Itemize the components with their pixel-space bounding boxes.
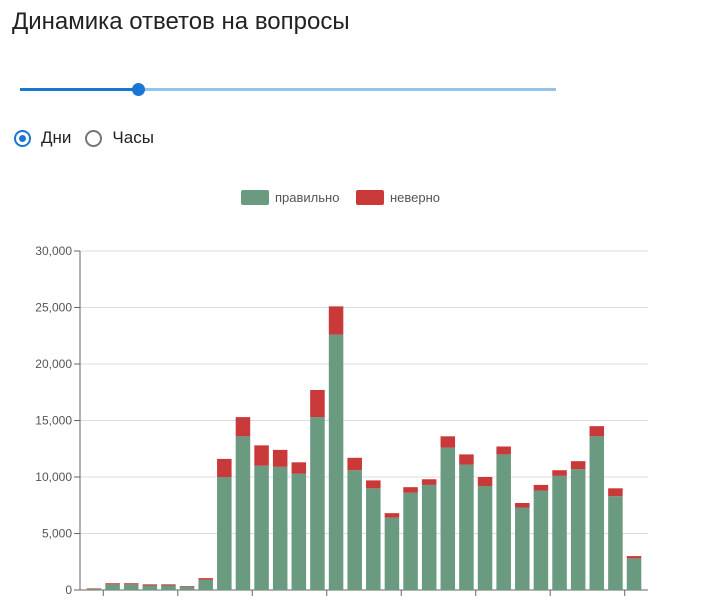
bar-correct xyxy=(608,496,623,590)
granularity-radio-group: Дни Часы xyxy=(14,128,168,148)
bar-incorrect xyxy=(570,461,586,470)
bar-incorrect xyxy=(291,462,307,474)
bar-incorrect xyxy=(235,417,251,437)
bar-incorrect xyxy=(254,445,269,466)
radio-hours-circle[interactable] xyxy=(85,129,103,147)
slider-track-fill xyxy=(20,88,138,91)
bar-incorrect xyxy=(142,584,158,586)
bar-incorrect xyxy=(552,470,567,476)
legend-label-2: неверно xyxy=(390,190,440,205)
bar-incorrect xyxy=(533,484,549,491)
bar-incorrect xyxy=(366,480,381,489)
radio-days-label: Дни xyxy=(41,128,72,147)
slider-rail[interactable] xyxy=(20,88,556,91)
bar-correct xyxy=(86,588,102,590)
y-tick-label: 30,000 xyxy=(35,244,72,258)
bar-correct xyxy=(366,488,381,590)
legend-swatch-2 xyxy=(356,190,384,205)
bar-incorrect xyxy=(86,588,102,589)
bar-correct xyxy=(347,470,362,590)
y-tick-label: 20,000 xyxy=(35,357,72,371)
y-tick-label: 5,000 xyxy=(42,527,72,541)
bar-correct xyxy=(123,584,139,590)
bar-incorrect xyxy=(440,436,456,448)
y-tick-label: 10,000 xyxy=(35,470,72,484)
bar-correct xyxy=(626,558,642,590)
radio-days-circle[interactable] xyxy=(14,129,31,147)
legend-swatch-1 xyxy=(241,190,269,205)
bar-correct xyxy=(217,477,232,590)
bar-correct xyxy=(440,447,456,590)
bar-incorrect xyxy=(198,578,213,580)
bar-incorrect xyxy=(347,457,362,471)
bar-incorrect xyxy=(459,454,474,465)
bar-incorrect xyxy=(123,583,139,585)
bar-incorrect xyxy=(105,583,120,585)
bar-incorrect xyxy=(589,426,605,437)
radio-hours[interactable]: Часы xyxy=(85,128,154,148)
bar-incorrect xyxy=(515,502,530,508)
bar-correct xyxy=(328,334,344,590)
bar-correct xyxy=(421,484,437,590)
bar-incorrect xyxy=(217,458,232,477)
bar-correct xyxy=(477,486,493,590)
radio-days[interactable]: Дни xyxy=(14,128,71,148)
bar-incorrect xyxy=(496,446,511,455)
legend-label-1: правильно xyxy=(275,190,339,205)
bar-correct xyxy=(291,473,307,590)
bar-incorrect xyxy=(328,306,344,335)
bar-incorrect xyxy=(626,556,642,559)
bar-incorrect xyxy=(310,389,325,418)
bar-correct xyxy=(403,492,418,590)
bar-correct xyxy=(235,436,251,590)
bar-correct xyxy=(142,585,158,590)
bar-correct xyxy=(272,466,288,590)
bar-correct xyxy=(105,584,120,590)
bar-correct xyxy=(589,436,605,590)
bar-correct xyxy=(570,469,586,590)
bar-correct xyxy=(384,517,400,590)
bar-incorrect xyxy=(608,488,623,497)
bar-incorrect xyxy=(421,479,437,485)
bar-incorrect xyxy=(272,449,288,467)
bar-correct xyxy=(161,585,176,590)
range-slider[interactable] xyxy=(20,78,556,102)
bar-correct xyxy=(198,579,213,590)
bar-incorrect xyxy=(384,513,400,518)
bar-incorrect xyxy=(477,477,493,487)
bar-correct xyxy=(310,417,325,590)
bar-correct xyxy=(552,475,567,590)
slider-thumb[interactable] xyxy=(131,83,145,96)
bar-incorrect xyxy=(403,487,418,493)
bar-correct xyxy=(179,586,195,590)
page-title: Динамика ответов на вопросы xyxy=(12,8,350,35)
bar-correct xyxy=(533,490,549,590)
radio-hours-label: Часы xyxy=(112,128,154,147)
answers-bar-chart: правильно неверно 0 5,000 10,000 15,000 20,000… xyxy=(35,190,648,597)
bar-correct xyxy=(496,454,511,590)
bar-correct xyxy=(515,507,530,590)
bar-incorrect xyxy=(161,584,176,586)
bar-correct xyxy=(459,464,474,590)
chart-legend: правильно неверно xyxy=(241,190,440,205)
bar-correct xyxy=(254,465,269,590)
y-tick-label: 15,000 xyxy=(35,414,72,428)
y-tick-label: 25,000 xyxy=(35,301,72,315)
bar-incorrect xyxy=(179,586,195,587)
y-tick-label: 0 xyxy=(65,583,72,597)
